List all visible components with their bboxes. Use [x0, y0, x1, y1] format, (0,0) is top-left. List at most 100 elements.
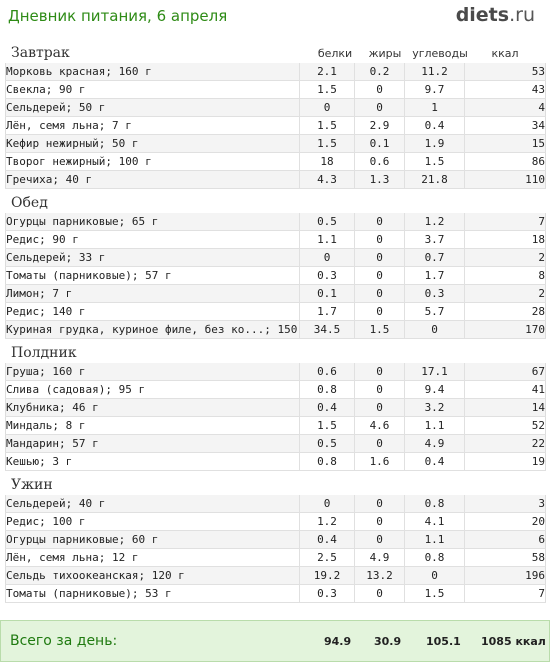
food-fat: 0	[354, 284, 405, 303]
food-name: Слива (садовая); 95 г	[5, 380, 300, 399]
food-fat: 0.1	[354, 134, 405, 153]
food-row: Томаты (парниковые); 53 г 0.3 0 1.5 7	[5, 584, 546, 603]
food-protein: 0	[299, 98, 355, 117]
food-fat: 1.5	[354, 320, 405, 339]
section-header: Полдник	[5, 344, 545, 363]
food-kcal: 4	[464, 98, 546, 117]
column-header-protein: белки	[317, 47, 353, 60]
food-carbs: 1.5	[404, 584, 465, 603]
food-carbs: 1.2	[404, 213, 465, 231]
food-protein: 1.2	[299, 512, 355, 531]
food-fat: 4.9	[354, 548, 405, 567]
food-kcal: 196	[464, 566, 546, 585]
food-name: Огурцы парниковые; 60 г	[5, 530, 300, 549]
food-fat: 0	[354, 230, 405, 249]
food-protein: 0.8	[299, 452, 355, 471]
column-header-kcal: ккал	[491, 47, 519, 60]
food-kcal: 7	[464, 213, 546, 231]
food-fat: 2.9	[354, 116, 405, 135]
food-fat: 0	[354, 495, 405, 513]
totals-fat: 30.9	[374, 635, 402, 648]
food-carbs: 1.1	[404, 530, 465, 549]
food-row: Огурцы парниковые; 60 г 0.4 0 1.1 6	[5, 530, 546, 549]
food-protein: 0.4	[299, 398, 355, 417]
food-kcal: 19	[464, 452, 546, 471]
food-carbs: 21.8	[404, 170, 465, 189]
food-carbs: 9.4	[404, 380, 465, 399]
site-logo[interactable]: diets.ru	[456, 4, 535, 26]
food-fat: 0.6	[354, 152, 405, 171]
food-name: Груша; 160 г	[5, 363, 300, 381]
food-name: Свекла; 90 г	[5, 80, 300, 99]
food-protein: 0.8	[299, 380, 355, 399]
food-name: Томаты (парниковые); 53 г	[5, 584, 300, 603]
food-carbs: 1.5	[404, 152, 465, 171]
food-kcal: 20	[464, 512, 546, 531]
food-name: Лён, семя льна; 7 г	[5, 116, 300, 135]
food-row: Лён, семя льна; 12 г 2.5 4.9 0.8 58	[5, 548, 546, 567]
food-fat: 0.2	[354, 63, 405, 81]
food-protein: 0.1	[299, 284, 355, 303]
food-kcal: 3	[464, 495, 546, 513]
food-protein: 0.5	[299, 213, 355, 231]
food-carbs: 0.8	[404, 548, 465, 567]
section-header: Завтрак белки жиры углеводы ккал	[5, 44, 545, 63]
food-fat: 0	[354, 434, 405, 453]
food-fat: 1.6	[354, 452, 405, 471]
food-name: Лён, семя льна; 12 г	[5, 548, 300, 567]
food-name: Куриная грудка, куриное филе, без ко...;…	[5, 320, 300, 339]
section-title: Полдник	[11, 345, 77, 361]
food-protein: 34.5	[299, 320, 355, 339]
food-protein: 0	[299, 495, 355, 513]
food-row: Морковь красная; 160 г 2.1 0.2 11.2 53	[5, 63, 546, 81]
food-carbs: 0.3	[404, 284, 465, 303]
logo-tld: .ru	[509, 4, 535, 26]
food-protein: 2.1	[299, 63, 355, 81]
food-fat: 0	[354, 213, 405, 231]
food-protein: 0.5	[299, 434, 355, 453]
food-row: Огурцы парниковые; 65 г 0.5 0 1.2 7	[5, 213, 546, 231]
section-header: Ужин	[5, 476, 545, 495]
food-table: Груша; 160 г 0.6 0 17.1 67 Слива (садовая); 9…	[5, 363, 546, 471]
food-protein: 0.3	[299, 584, 355, 603]
food-protein: 1.5	[299, 80, 355, 99]
meal-section: Полдник Груша; 160 г 0.6 0 17.1 67 Слива (садо…	[5, 344, 546, 471]
food-carbs: 11.2	[404, 63, 465, 81]
totals-kcal: 1085 ккал	[481, 635, 546, 648]
food-fat: 1.3	[354, 170, 405, 189]
food-fat: 0	[354, 248, 405, 267]
food-carbs: 9.7	[404, 80, 465, 99]
food-protein: 4.3	[299, 170, 355, 189]
food-row: Груша; 160 г 0.6 0 17.1 67	[5, 363, 546, 381]
food-protein: 2.5	[299, 548, 355, 567]
food-kcal: 2	[464, 248, 546, 267]
food-protein: 1.5	[299, 134, 355, 153]
food-carbs: 3.7	[404, 230, 465, 249]
diary-content: Завтрак белки жиры углеводы ккал Морковь крас…	[5, 44, 546, 608]
food-fat: 0	[354, 98, 405, 117]
food-protein: 0.6	[299, 363, 355, 381]
food-row: Клубника; 46 г 0.4 0 3.2 14	[5, 398, 546, 417]
page-title: Дневник питания, 6 апреля	[8, 7, 228, 25]
food-carbs: 0.4	[404, 116, 465, 135]
meal-section: Завтрак белки жиры углеводы ккал Морковь крас…	[5, 44, 546, 189]
food-fat: 0	[354, 363, 405, 381]
food-fat: 0	[354, 266, 405, 285]
food-name: Морковь красная; 160 г	[5, 63, 300, 81]
meal-section: Обед Огурцы парниковые; 65 г 0.5 0 1.2 7 Редис…	[5, 194, 546, 339]
section-title: Ужин	[11, 477, 53, 493]
food-kcal: 52	[464, 416, 546, 435]
food-fat: 0	[354, 530, 405, 549]
food-name: Редис; 140 г	[5, 302, 300, 321]
food-name: Гречиха; 40 г	[5, 170, 300, 189]
food-row: Сельдерей; 40 г 0 0 0.8 3	[5, 495, 546, 513]
food-kcal: 110	[464, 170, 546, 189]
food-carbs: 4.1	[404, 512, 465, 531]
food-row: Сельдерей; 33 г 0 0 0.7 2	[5, 248, 546, 267]
food-carbs: 1.7	[404, 266, 465, 285]
food-protein: 18	[299, 152, 355, 171]
food-protein: 0	[299, 248, 355, 267]
food-row: Лимон; 7 г 0.1 0 0.3 2	[5, 284, 546, 303]
food-carbs: 1.1	[404, 416, 465, 435]
